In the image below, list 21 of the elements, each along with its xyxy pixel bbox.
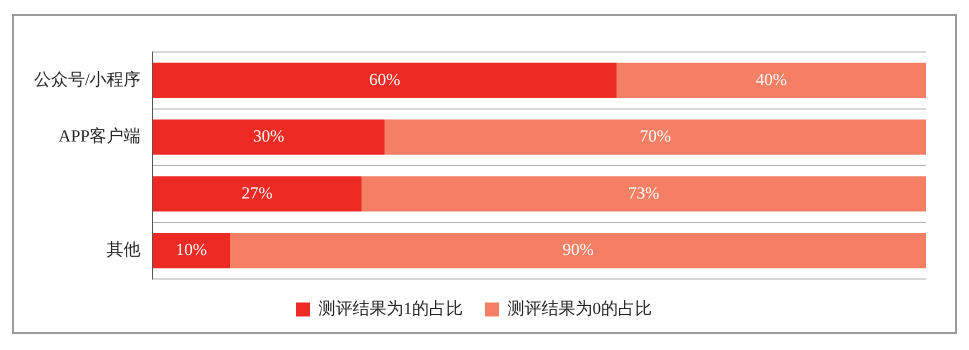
data-label: 27% xyxy=(242,183,273,202)
legend-label: 测评结果为0的占比 xyxy=(508,298,652,318)
data-label: 70% xyxy=(640,126,671,146)
data-label: 40% xyxy=(756,70,787,89)
bar xyxy=(362,176,926,212)
bar xyxy=(152,120,385,155)
y-tick-label: APP客户端 xyxy=(58,126,141,146)
bar xyxy=(384,120,926,155)
bar xyxy=(152,233,230,268)
legend-label: 测评结果为1的占比 xyxy=(318,298,463,318)
bar xyxy=(152,176,362,212)
data-label: 90% xyxy=(562,240,594,260)
data-label: 30% xyxy=(253,126,284,146)
data-label: 60% xyxy=(369,70,400,89)
bar xyxy=(152,62,617,98)
bar xyxy=(616,62,926,98)
data-label: 73% xyxy=(628,183,660,202)
y-tick-label: 公众号/小程序 xyxy=(34,70,141,89)
data-label: 10% xyxy=(176,240,207,260)
bar xyxy=(230,233,926,268)
y-tick-label: 其他 xyxy=(106,240,141,260)
